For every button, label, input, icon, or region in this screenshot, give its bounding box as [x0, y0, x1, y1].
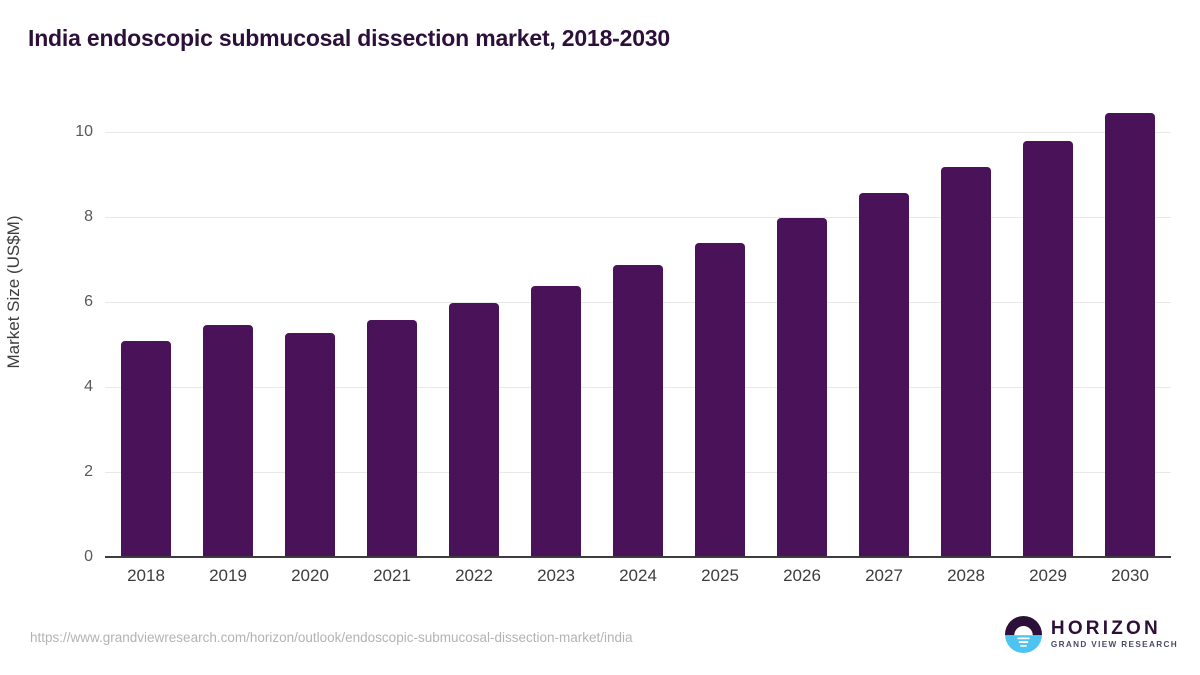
- gridline: [105, 217, 1171, 218]
- x-axis-tick-label: 2022: [455, 566, 493, 585]
- bar[interactable]: [367, 320, 417, 557]
- x-axis-tick-label: 2024: [619, 566, 657, 585]
- bar[interactable]: [285, 333, 335, 557]
- bar[interactable]: [777, 218, 827, 557]
- y-axis-tick-label: 4: [84, 378, 93, 395]
- x-axis-tick-label: 2028: [947, 566, 985, 585]
- horizon-logo-icon: [1004, 616, 1042, 653]
- x-axis-tick-label: 2018: [127, 566, 165, 585]
- plot-area: [105, 112, 1171, 557]
- bar[interactable]: [1023, 141, 1073, 557]
- horizon-logo-text: HORIZON GRAND VIEW RESEARCH: [1051, 619, 1178, 650]
- y-axis-tick-label: 10: [75, 123, 93, 140]
- x-axis-tick-label: 2030: [1111, 566, 1149, 585]
- bar[interactable]: [941, 167, 991, 557]
- page-title: India endoscopic submucosal dissection m…: [28, 25, 670, 51]
- logo-wordmark: HORIZON: [1050, 618, 1161, 640]
- y-axis-tick-label: 0: [84, 548, 93, 565]
- bar[interactable]: [449, 303, 499, 557]
- x-axis-tick-label: 2029: [1029, 566, 1067, 585]
- y-axis-tick-label: 2: [84, 463, 93, 480]
- x-axis-tick-label: 2027: [865, 566, 903, 585]
- source-url: https://www.grandviewresearch.com/horizo…: [30, 630, 633, 645]
- x-axis-tick-label: 2025: [701, 566, 739, 585]
- logo-tagline: GRAND VIEW RESEARCH: [1050, 640, 1178, 650]
- y-axis-tick-label: 6: [84, 293, 93, 310]
- bar[interactable]: [203, 324, 253, 557]
- bar[interactable]: [695, 243, 745, 557]
- x-axis-line: [105, 556, 1171, 558]
- bar[interactable]: [531, 286, 581, 557]
- horizon-logo: HORIZON GRAND VIEW RESEARCH: [1004, 616, 1178, 653]
- y-axis-title: Market Size (US$M): [4, 215, 23, 369]
- x-axis-tick-label: 2023: [537, 566, 575, 585]
- x-axis-tick-label: 2026: [783, 566, 821, 585]
- y-axis-tick-label: 8: [84, 208, 93, 225]
- x-axis-tick-label: 2019: [209, 566, 247, 585]
- x-axis-tick-label: 2021: [373, 566, 411, 585]
- bar[interactable]: [1105, 112, 1155, 557]
- bar[interactable]: [859, 192, 909, 557]
- x-axis-tick-label: 2020: [291, 566, 329, 585]
- bar[interactable]: [613, 264, 663, 557]
- gridline: [105, 132, 1171, 133]
- bar[interactable]: [121, 341, 171, 557]
